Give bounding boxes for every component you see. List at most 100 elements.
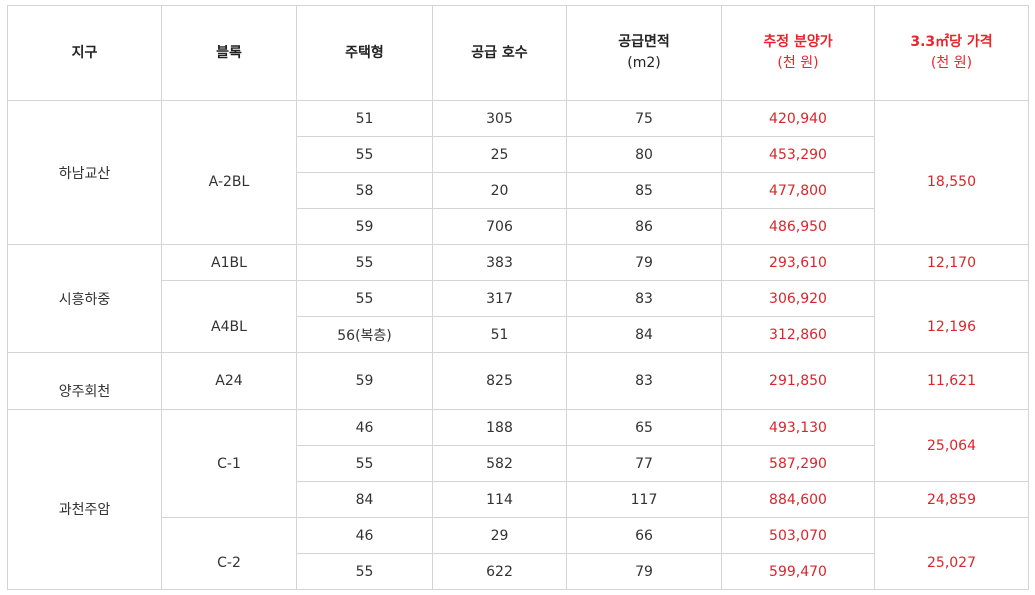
price-table-wrapper: 지구 블록 주택형 공급 호수 공급면적 (m2) 추정 분양가 (천 원) 3.3…	[7, 5, 1029, 590]
per-price-cell: 11,621	[874, 352, 1029, 410]
price-cell: 599,470	[721, 553, 875, 590]
header-district: 지구	[7, 5, 162, 101]
block-label: C-2	[217, 554, 241, 571]
table-row: 59 706 86 486,950	[8, 208, 1029, 245]
table-row: 양주회천 A24 59 825 83 291,850 11,621	[7, 352, 1029, 410]
price-cell: 493,130	[721, 409, 875, 446]
units-cell: 114	[432, 481, 567, 518]
table-row: 55 622 79 599,470	[8, 553, 1029, 590]
price-cell: 503,070	[721, 517, 875, 554]
header-est-price-label: 추정 분양가	[763, 34, 833, 50]
units-cell: 29	[432, 517, 567, 554]
area-cell: 84	[566, 316, 722, 353]
district-label: 과천주암	[58, 501, 111, 518]
header-per-price: 3.3㎡당 가격 (천 원)	[874, 5, 1029, 101]
block-cell: C-1	[161, 409, 297, 518]
area-cell: 85	[566, 172, 722, 209]
block-cell: A-2BL	[161, 100, 297, 245]
units-cell: 25	[432, 136, 567, 173]
header-area-unit: (m2)	[627, 55, 661, 71]
header-house-type: 주택형	[296, 5, 433, 101]
type-cell: 56(복층)	[296, 316, 433, 353]
type-cell: 55	[296, 136, 433, 173]
table-row: 84 114 117 884,600 24,859	[8, 481, 1029, 518]
table-row: 시흥하중 A1BL 55 383 79 293,610 12,170	[7, 244, 1029, 353]
units-cell: 706	[432, 208, 567, 245]
price-cell: 486,950	[721, 208, 875, 245]
area-cell: 75	[566, 100, 722, 137]
block-cell: A4BL	[161, 280, 297, 353]
header-block: 블록	[161, 5, 297, 101]
district-label: 양주회천	[58, 384, 111, 400]
units-cell: 305	[432, 100, 567, 137]
block-label: A-2BL	[208, 173, 250, 190]
per-price-cell: 25,064	[874, 409, 1029, 482]
type-cell: 58	[296, 172, 433, 209]
area-cell: 117	[566, 481, 722, 518]
per-price-cell: 25,027	[874, 517, 1029, 590]
units-cell: 51	[432, 316, 567, 353]
table-row: 58 20 85 477,800	[8, 172, 1029, 209]
price-cell: 420,940	[721, 100, 875, 137]
area-cell: 80	[566, 136, 722, 173]
per-price-label: 25,027	[927, 554, 976, 571]
table-row: 55 582 77 587,290	[8, 445, 1029, 482]
per-price-cell: 24,859	[874, 481, 1029, 518]
table-row: C-2 46 29 66 503,070 25,027	[8, 517, 1029, 590]
area-cell: 86	[566, 208, 722, 245]
price-cell: 884,600	[721, 481, 875, 518]
header-per-price-unit: (천 원)	[930, 55, 973, 71]
units-cell: 622	[432, 553, 567, 590]
table-row: 55 25 80 453,290	[8, 136, 1029, 173]
header-supply-units: 공급 호수	[432, 5, 567, 101]
per-price-label: 18,550	[927, 173, 976, 190]
type-cell: 55	[296, 244, 433, 281]
type-cell: 46	[296, 517, 433, 554]
block-cell: A24	[161, 352, 297, 410]
price-cell: 312,860	[721, 316, 875, 353]
block-cell: C-2	[161, 517, 297, 590]
type-cell: 59	[296, 352, 433, 410]
type-cell: 55	[296, 280, 433, 317]
district-cell: 시흥하중	[7, 244, 162, 353]
block-label: A4BL	[211, 318, 247, 335]
price-cell: 477,800	[721, 172, 875, 209]
per-price-label: 12,196	[927, 318, 976, 335]
header-area-label: 공급면적	[618, 34, 670, 50]
area-cell: 66	[566, 517, 722, 554]
district-cell: 양주회천	[7, 352, 162, 410]
price-cell: 293,610	[721, 244, 875, 281]
area-cell: 83	[566, 352, 722, 410]
header-per-price-label: 3.3㎡당 가격	[910, 34, 993, 50]
district-cell: 과천주암	[7, 409, 162, 590]
table-row: 과천주암 C-1 46 188 65 493,130 25,064	[7, 409, 1029, 590]
per-price-cell: 12,170	[874, 244, 1029, 281]
price-cell: 291,850	[721, 352, 875, 410]
units-cell: 383	[432, 244, 567, 281]
type-cell: 51	[296, 100, 433, 137]
area-cell: 83	[566, 280, 722, 317]
units-cell: 20	[432, 172, 567, 209]
area-cell: 79	[566, 553, 722, 590]
table-row: 하남교산 A-2BL 51 305 75 420,940 18,550	[7, 100, 1029, 245]
housing-price-table: 지구 블록 주택형 공급 호수 공급면적 (m2) 추정 분양가 (천 원) 3.3…	[7, 5, 1029, 590]
header-est-price-unit: (천 원)	[777, 55, 819, 71]
type-cell: 46	[296, 409, 433, 446]
area-cell: 79	[566, 244, 722, 281]
units-cell: 188	[432, 409, 567, 446]
per-price-cell: 18,550	[874, 100, 1029, 245]
type-cell: 55	[296, 445, 433, 482]
header-est-price: 추정 분양가 (천 원)	[721, 5, 875, 101]
table-row: 56(복층) 51 84 312,860	[8, 316, 1029, 353]
header-area: 공급면적 (m2)	[566, 5, 722, 101]
type-cell: 55	[296, 553, 433, 590]
per-price-cell: 12,196	[874, 280, 1029, 353]
price-cell: 306,920	[721, 280, 875, 317]
units-cell: 317	[432, 280, 567, 317]
block-cell: A1BL	[161, 244, 297, 281]
district-cell: 하남교산	[7, 100, 162, 245]
price-cell: 453,290	[721, 136, 875, 173]
table-row: A4BL 55 317 83 306,920 12,196	[8, 280, 1029, 353]
type-cell: 59	[296, 208, 433, 245]
header-row: 지구 블록 주택형 공급 호수 공급면적 (m2) 추정 분양가 (천 원) 3.3…	[7, 5, 1029, 101]
